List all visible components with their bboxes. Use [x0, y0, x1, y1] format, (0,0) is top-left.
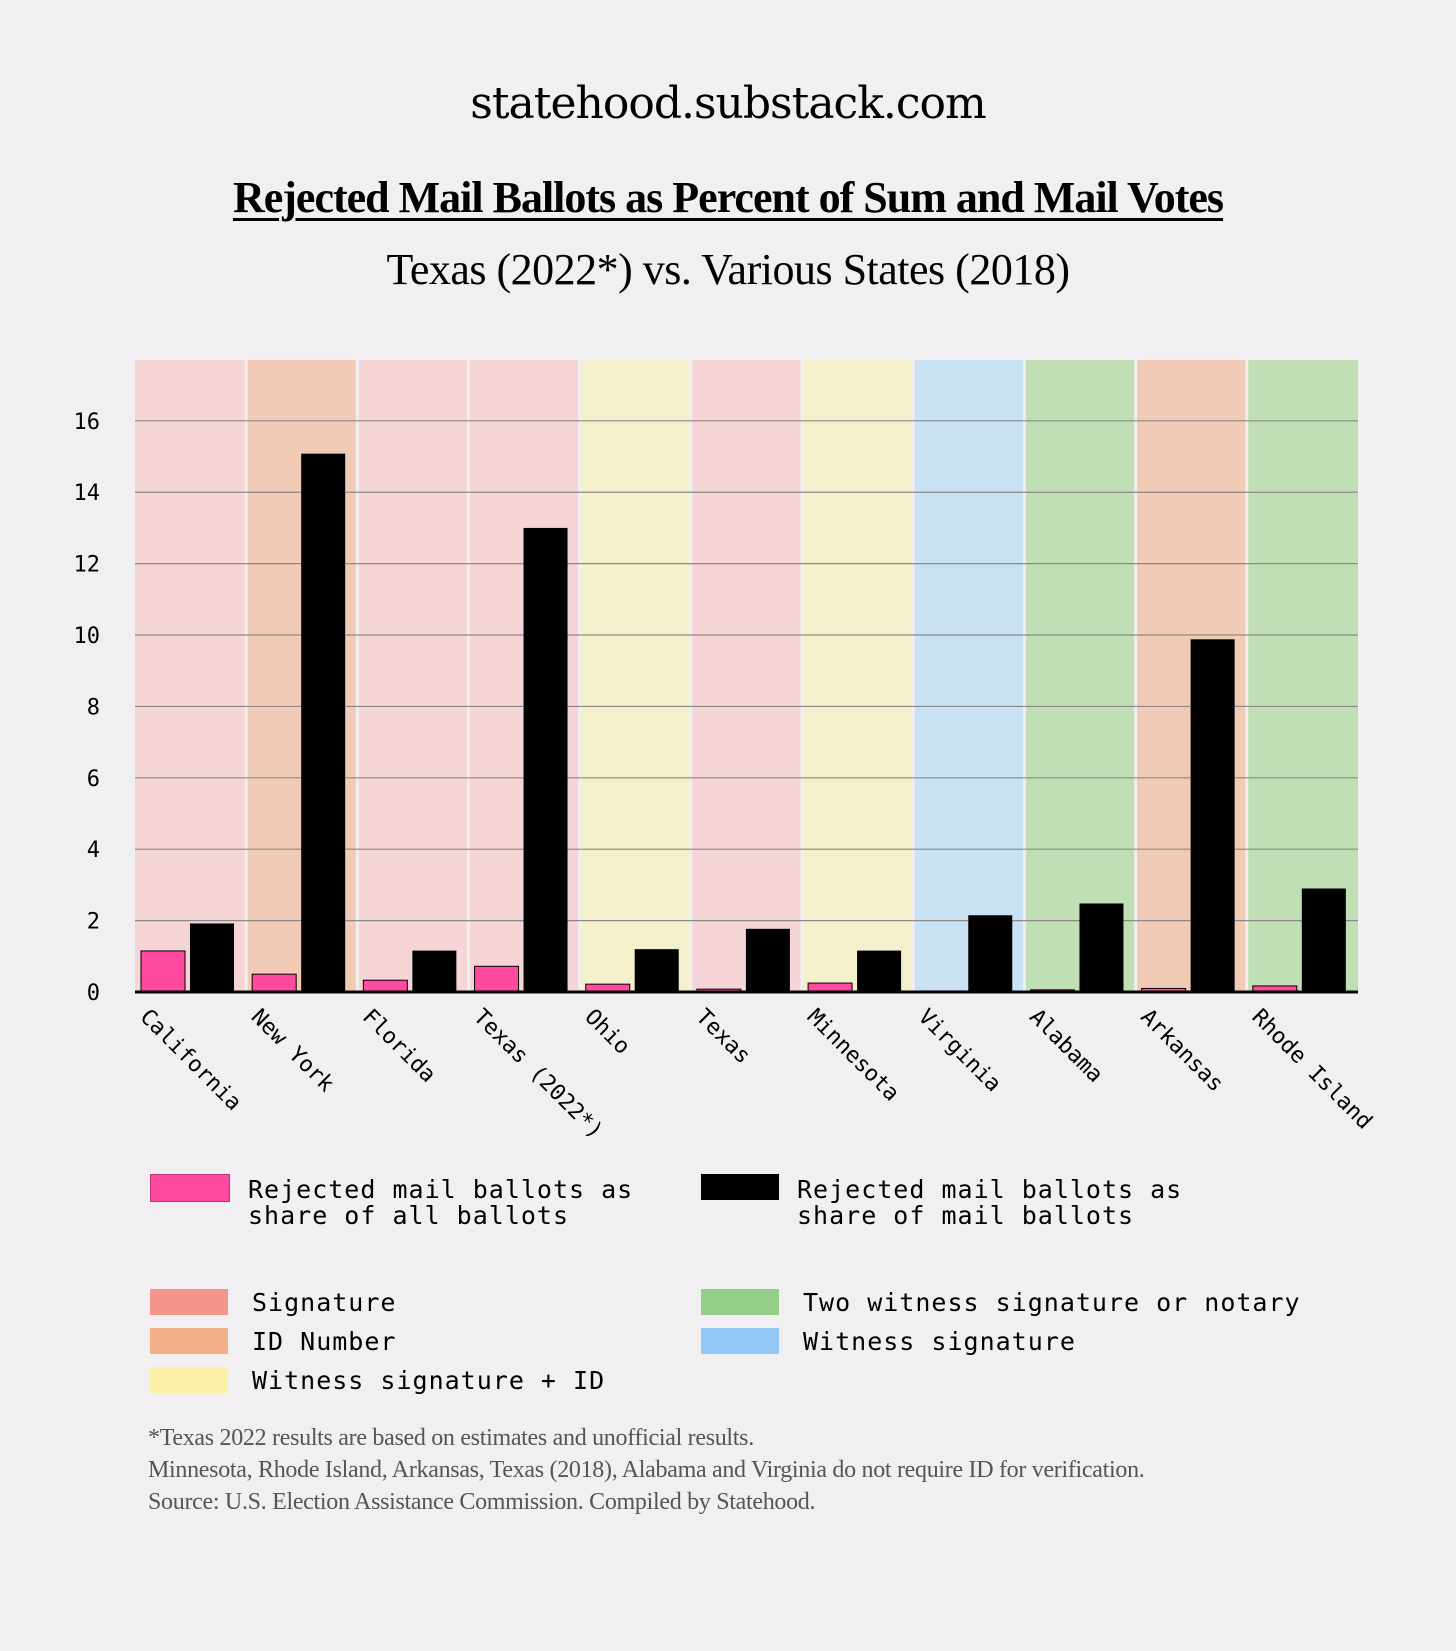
bar-mail-new-york — [301, 453, 346, 992]
note-texas-estimate: *Texas 2022 results are based on estimat… — [148, 1425, 754, 1451]
legend-label: Two witness signature or notary — [803, 1288, 1301, 1317]
legend-label: Rejected mail ballots as share of mail b… — [797, 1175, 1183, 1230]
x-tick-label: California — [135, 1005, 246, 1116]
legend-label: Witness signature + ID — [252, 1366, 606, 1395]
chart-title: Rejected Mail Ballots as Percent of Sum … — [232, 173, 1224, 222]
y-tick-label: 10 — [74, 624, 101, 649]
bar-mail-alabama — [1079, 903, 1124, 992]
bar-all-texas-2022 — [474, 965, 520, 993]
site-name: statehood.substack.com — [470, 78, 986, 129]
legend-swatch — [701, 1289, 779, 1315]
legend-item-id-number: ID Number — [150, 1328, 396, 1355]
legend-swatch — [150, 1289, 228, 1315]
band-ohio — [579, 360, 691, 992]
legend-item-share-of-mail: Rejected mail ballots as share of mail b… — [701, 1174, 1182, 1229]
band-rhode-island — [1246, 360, 1358, 992]
band-florida — [357, 360, 469, 992]
legend-item-share-of-all: Rejected mail ballots as share of all ba… — [150, 1174, 633, 1229]
bar-mail-arkansas — [1190, 639, 1235, 992]
y-tick-label: 6 — [87, 767, 100, 792]
legend-swatch — [150, 1174, 230, 1202]
legend-item-signature: Signature — [150, 1289, 396, 1316]
legend-swatch — [150, 1328, 228, 1354]
bar-mail-california — [190, 923, 234, 992]
band-minnesota — [802, 360, 914, 992]
bar-all-florida — [362, 979, 408, 993]
x-tick-label: Texas — [691, 1005, 756, 1070]
legend-swatch — [150, 1367, 228, 1393]
y-tick-label: 16 — [74, 410, 101, 435]
band-california — [135, 360, 247, 992]
y-tick-label: 0 — [87, 981, 100, 1006]
bar-mail-texas-2022 — [523, 527, 568, 992]
legend-label: Witness signature — [803, 1327, 1076, 1356]
note-source: Source: U.S. Election Assistance Commiss… — [148, 1489, 816, 1515]
bar-mail-florida — [412, 950, 457, 992]
y-tick-label: 4 — [87, 838, 100, 863]
bar-mail-virginia — [968, 915, 1013, 992]
x-tick-label: Arkansas — [1135, 1005, 1228, 1098]
band-texas — [690, 360, 803, 992]
y-tick-label: 12 — [74, 553, 101, 578]
legend-swatch — [701, 1328, 779, 1354]
legend-label: ID Number — [252, 1327, 397, 1356]
chart-subtitle: Texas (2022*) vs. Various States (2018) — [386, 245, 1070, 294]
y-tick-label: 14 — [74, 481, 101, 506]
legend-label: Rejected mail ballots as share of all ba… — [248, 1175, 634, 1230]
legend-label: Signature — [252, 1288, 397, 1317]
bar-mail-minnesota — [857, 950, 902, 992]
footnotes: *Texas 2022 results are based on estimat… — [148, 1422, 1145, 1518]
band-virginia — [913, 360, 1025, 992]
note-no-id: Minnesota, Rhode Island, Arkansas, Texas… — [148, 1457, 1145, 1483]
legend-item-two-witness-signature-or-notary: Two witness signature or notary — [701, 1289, 1301, 1316]
legend-item-witness-signature-id: Witness signature + ID — [150, 1367, 605, 1394]
y-tick-label: 2 — [87, 910, 100, 935]
x-tick-label: Alabama — [1024, 1005, 1107, 1088]
x-tick-label: Florida — [357, 1005, 440, 1088]
bar-mail-ohio — [634, 949, 679, 992]
y-tick-label: 8 — [87, 695, 100, 720]
legend-swatch — [701, 1174, 779, 1200]
band-alabama — [1024, 360, 1136, 992]
bar-chart: 0 2 4 6 8 10 12 14 16 California New York Florida Te… — [74, 360, 1377, 1140]
x-tick-label: New York — [246, 1005, 339, 1098]
x-tick-label: Ohio — [579, 1005, 634, 1060]
bar-mail-rhode-island — [1301, 888, 1346, 992]
bar-all-california — [140, 950, 186, 993]
bar-mail-texas — [745, 928, 790, 992]
x-tick-label: Virginia — [913, 1005, 1006, 1098]
bar-all-new-york — [251, 973, 297, 993]
x-tick-label: Minnesota — [802, 1005, 904, 1107]
x-tick-label: Rhode Island — [1247, 1005, 1377, 1135]
legend-item-witness-signature: Witness signature — [701, 1328, 1076, 1355]
